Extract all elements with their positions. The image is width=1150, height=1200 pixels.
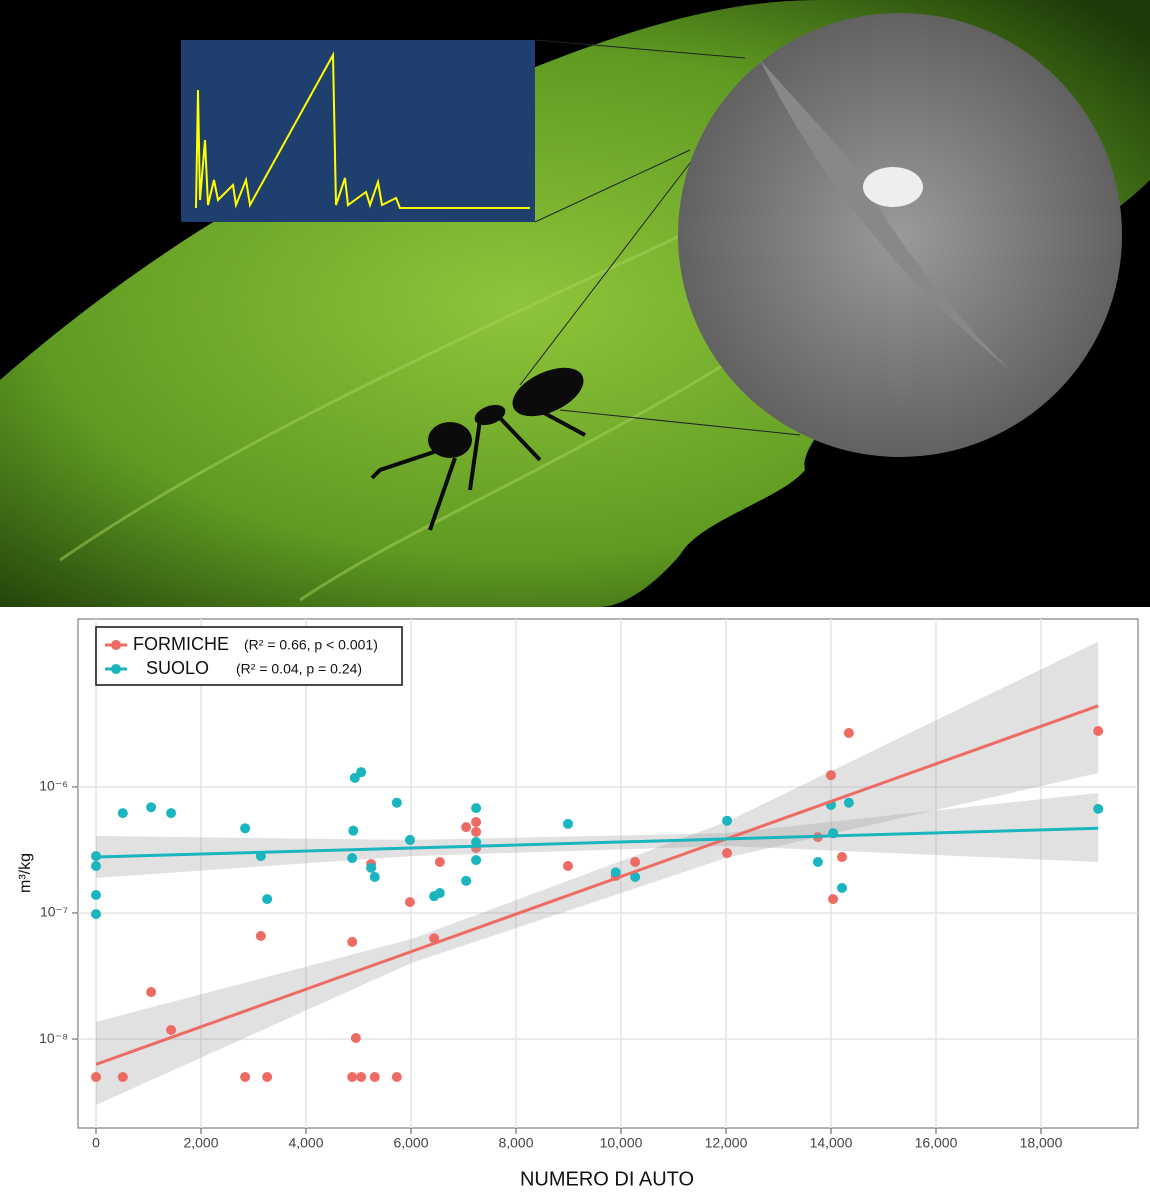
point bbox=[91, 861, 102, 872]
point bbox=[240, 1072, 251, 1083]
y-tick-label: 10⁻⁸ bbox=[39, 1030, 68, 1046]
point bbox=[91, 1072, 102, 1083]
point bbox=[471, 855, 482, 866]
point bbox=[347, 1072, 358, 1083]
sem-claw bbox=[760, 60, 1010, 370]
sem-image bbox=[678, 13, 1122, 457]
point bbox=[828, 894, 839, 905]
y-axis-label: m³/kg bbox=[17, 853, 34, 893]
plot-area bbox=[77, 618, 1139, 1129]
leaf-vein bbox=[59, 178, 801, 602]
confidence-band bbox=[96, 792, 1099, 878]
point bbox=[461, 875, 472, 886]
legend: FORMICHE (R² = 0.66, p < 0.001) SUOLO (R² =… bbox=[95, 626, 403, 686]
point bbox=[356, 767, 367, 778]
point bbox=[347, 936, 358, 947]
point bbox=[262, 894, 273, 905]
point bbox=[391, 1072, 402, 1083]
legend-box bbox=[95, 626, 403, 686]
x-tick-label: 4,000 bbox=[288, 1135, 323, 1151]
point bbox=[562, 818, 573, 829]
point bbox=[434, 856, 445, 867]
photo bbox=[0, 0, 1150, 607]
point bbox=[146, 802, 157, 813]
point bbox=[91, 909, 102, 920]
point bbox=[630, 872, 641, 883]
point bbox=[722, 815, 733, 826]
point bbox=[471, 826, 482, 837]
point bbox=[562, 861, 573, 872]
point bbox=[843, 727, 854, 738]
legend-swatch bbox=[111, 664, 121, 674]
point bbox=[91, 889, 102, 900]
point bbox=[471, 836, 482, 847]
x-tick-label: 16,000 bbox=[915, 1135, 958, 1151]
legend-label: SUOLO bbox=[146, 658, 209, 678]
point bbox=[429, 933, 440, 944]
point bbox=[240, 823, 251, 834]
point bbox=[471, 817, 482, 828]
point bbox=[347, 853, 358, 864]
point bbox=[166, 1025, 177, 1036]
x-tick-label: 2,000 bbox=[183, 1135, 218, 1151]
x-tick-label: 8,000 bbox=[498, 1135, 533, 1151]
point bbox=[837, 852, 848, 863]
x-tick-label: 14,000 bbox=[810, 1135, 853, 1151]
point bbox=[404, 897, 415, 908]
point bbox=[391, 797, 402, 808]
point bbox=[255, 931, 266, 942]
sem-particle bbox=[863, 167, 923, 207]
x-tick-label: 0 bbox=[92, 1135, 100, 1151]
point bbox=[117, 1072, 128, 1083]
x-tick-label: 12,000 bbox=[705, 1135, 748, 1151]
point bbox=[146, 987, 157, 998]
point bbox=[812, 856, 823, 867]
point bbox=[722, 848, 733, 859]
x-tick-label: 10,000 bbox=[600, 1135, 643, 1151]
trend-line bbox=[95, 826, 1099, 859]
point bbox=[350, 1032, 361, 1043]
point bbox=[356, 1072, 367, 1083]
spectrum-trace bbox=[195, 51, 530, 209]
point bbox=[1093, 725, 1104, 736]
x-tick-label: 18,000 bbox=[1020, 1135, 1063, 1151]
point bbox=[471, 803, 482, 814]
point bbox=[825, 770, 836, 781]
callout-lines bbox=[519, 39, 801, 436]
point bbox=[404, 834, 415, 845]
point bbox=[434, 888, 445, 899]
trend-line bbox=[95, 704, 1099, 1066]
point bbox=[837, 882, 848, 893]
point bbox=[369, 872, 380, 883]
point bbox=[366, 862, 377, 873]
point bbox=[1093, 803, 1104, 814]
ant bbox=[370, 367, 586, 531]
legend-swatch bbox=[111, 640, 121, 650]
x-axis-label: NUMERO DI AUTO bbox=[520, 1168, 694, 1190]
point bbox=[461, 822, 472, 833]
spectrum-inset bbox=[181, 40, 535, 222]
legend-label: FORMICHE bbox=[133, 634, 229, 654]
point bbox=[630, 856, 641, 867]
point bbox=[610, 867, 621, 878]
y-tick-label: 10⁻⁶ bbox=[39, 778, 68, 794]
point bbox=[369, 1072, 380, 1083]
legend-stats: (R² = 0.66, p < 0.001) bbox=[244, 637, 378, 653]
y-tick-label: 10⁻⁷ bbox=[40, 904, 68, 920]
point bbox=[117, 808, 128, 819]
legend-stats: (R² = 0.04, p = 0.24) bbox=[236, 661, 362, 677]
point bbox=[262, 1072, 273, 1083]
point bbox=[166, 808, 177, 819]
point bbox=[348, 825, 359, 836]
x-tick-label: 6,000 bbox=[393, 1135, 428, 1151]
confidence-band bbox=[96, 641, 1099, 1105]
point bbox=[843, 797, 854, 808]
